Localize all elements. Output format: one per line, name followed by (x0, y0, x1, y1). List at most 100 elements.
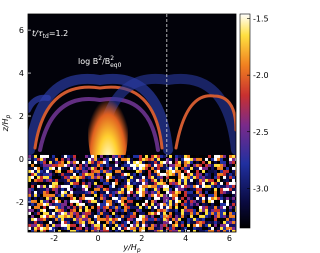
noise-cell (160, 172, 163, 176)
noise-cell (127, 181, 130, 185)
noise-cell (163, 214, 166, 218)
noise-cell (163, 199, 166, 203)
noise-cell (139, 229, 142, 232)
noise-cell (130, 175, 133, 179)
noise-cell (55, 184, 58, 188)
noise-cell (91, 196, 94, 200)
noise-cell (133, 226, 136, 230)
noise-cell (31, 223, 34, 227)
noise-cell (67, 199, 70, 203)
noise-cell (172, 172, 175, 176)
noise-cell (46, 223, 49, 227)
noise-cell (70, 217, 73, 221)
noise-cell (160, 190, 163, 194)
noise-cell (154, 220, 157, 224)
noise-cell (67, 217, 70, 221)
noise-cell (190, 187, 193, 191)
noise-cell (91, 223, 94, 227)
noise-cell (136, 190, 139, 194)
noise-cell (28, 208, 31, 212)
noise-cell (43, 169, 46, 173)
colorbar-tick-label: -2.5 (253, 128, 269, 137)
noise-cell (160, 160, 163, 164)
noise-cell (217, 208, 220, 212)
noise-cell (193, 229, 196, 232)
noise-cell (229, 205, 232, 209)
noise-cell (145, 166, 148, 170)
noise-cell (235, 223, 236, 227)
noise-cell (70, 160, 73, 164)
y-label-a: z/H (1, 118, 10, 132)
noise-cell (157, 220, 160, 224)
noise-cell (139, 163, 142, 167)
noise-cell (187, 184, 190, 188)
noise-cell (139, 154, 142, 158)
noise-cell (124, 211, 127, 215)
noise-cell (49, 229, 52, 232)
noise-cell (124, 181, 127, 185)
noise-cell (196, 163, 199, 167)
noise-cell (52, 187, 55, 191)
noise-cell (67, 175, 70, 179)
noise-cell (100, 163, 103, 167)
noise-cell (121, 205, 124, 209)
noise-cell (157, 184, 160, 188)
noise-cell (229, 202, 232, 206)
noise-cell (214, 157, 217, 161)
noise-cell (97, 160, 100, 164)
noise-cell (163, 154, 166, 158)
noise-cell (79, 181, 82, 185)
noise-cell (79, 208, 82, 212)
noise-cell (79, 229, 82, 232)
noise-cell (118, 196, 121, 200)
noise-cell (34, 166, 37, 170)
noise-cell (235, 196, 236, 200)
noise-cell (85, 226, 88, 230)
noise-cell (97, 196, 100, 200)
noise-cell (127, 226, 130, 230)
noise-cell (208, 181, 211, 185)
noise-cell (142, 214, 145, 218)
noise-cell (184, 193, 187, 197)
noise-cell (187, 220, 190, 224)
noise-cell (151, 202, 154, 206)
noise-cell (169, 214, 172, 218)
noise-cell (67, 178, 70, 182)
noise-cell (139, 205, 142, 209)
noise-cell (94, 223, 97, 227)
noise-cell (145, 211, 148, 215)
noise-cell (178, 208, 181, 212)
noise-cell (118, 223, 121, 227)
noise-cell (232, 184, 235, 188)
noise-cell (217, 172, 220, 176)
noise-cell (217, 226, 220, 230)
noise-cell (67, 157, 70, 161)
noise-cell (55, 205, 58, 209)
noise-cell (220, 154, 223, 158)
noise-cell (130, 166, 133, 170)
noise-cell (97, 157, 100, 161)
noise-cell (232, 190, 235, 194)
noise-cell (52, 202, 55, 206)
time-b: =1.2 (49, 29, 68, 38)
noise-cell (76, 160, 79, 164)
noise-cell (184, 211, 187, 215)
noise-cell (226, 178, 229, 182)
noise-cell (34, 223, 37, 227)
noise-cell (43, 199, 46, 203)
noise-cell (82, 217, 85, 221)
noise-cell (187, 223, 190, 227)
noise-cell (148, 178, 151, 182)
noise-cell (208, 175, 211, 179)
noise-cell (73, 181, 76, 185)
noise-cell (121, 202, 124, 206)
noise-cell (151, 187, 154, 191)
noise-cell (145, 169, 148, 173)
noise-cell (46, 217, 49, 221)
noise-cell (82, 166, 85, 170)
noise-cell (166, 211, 169, 215)
noise-cell (70, 178, 73, 182)
noise-cell (67, 214, 70, 218)
noise-cell (70, 205, 73, 209)
noise-cell (205, 190, 208, 194)
